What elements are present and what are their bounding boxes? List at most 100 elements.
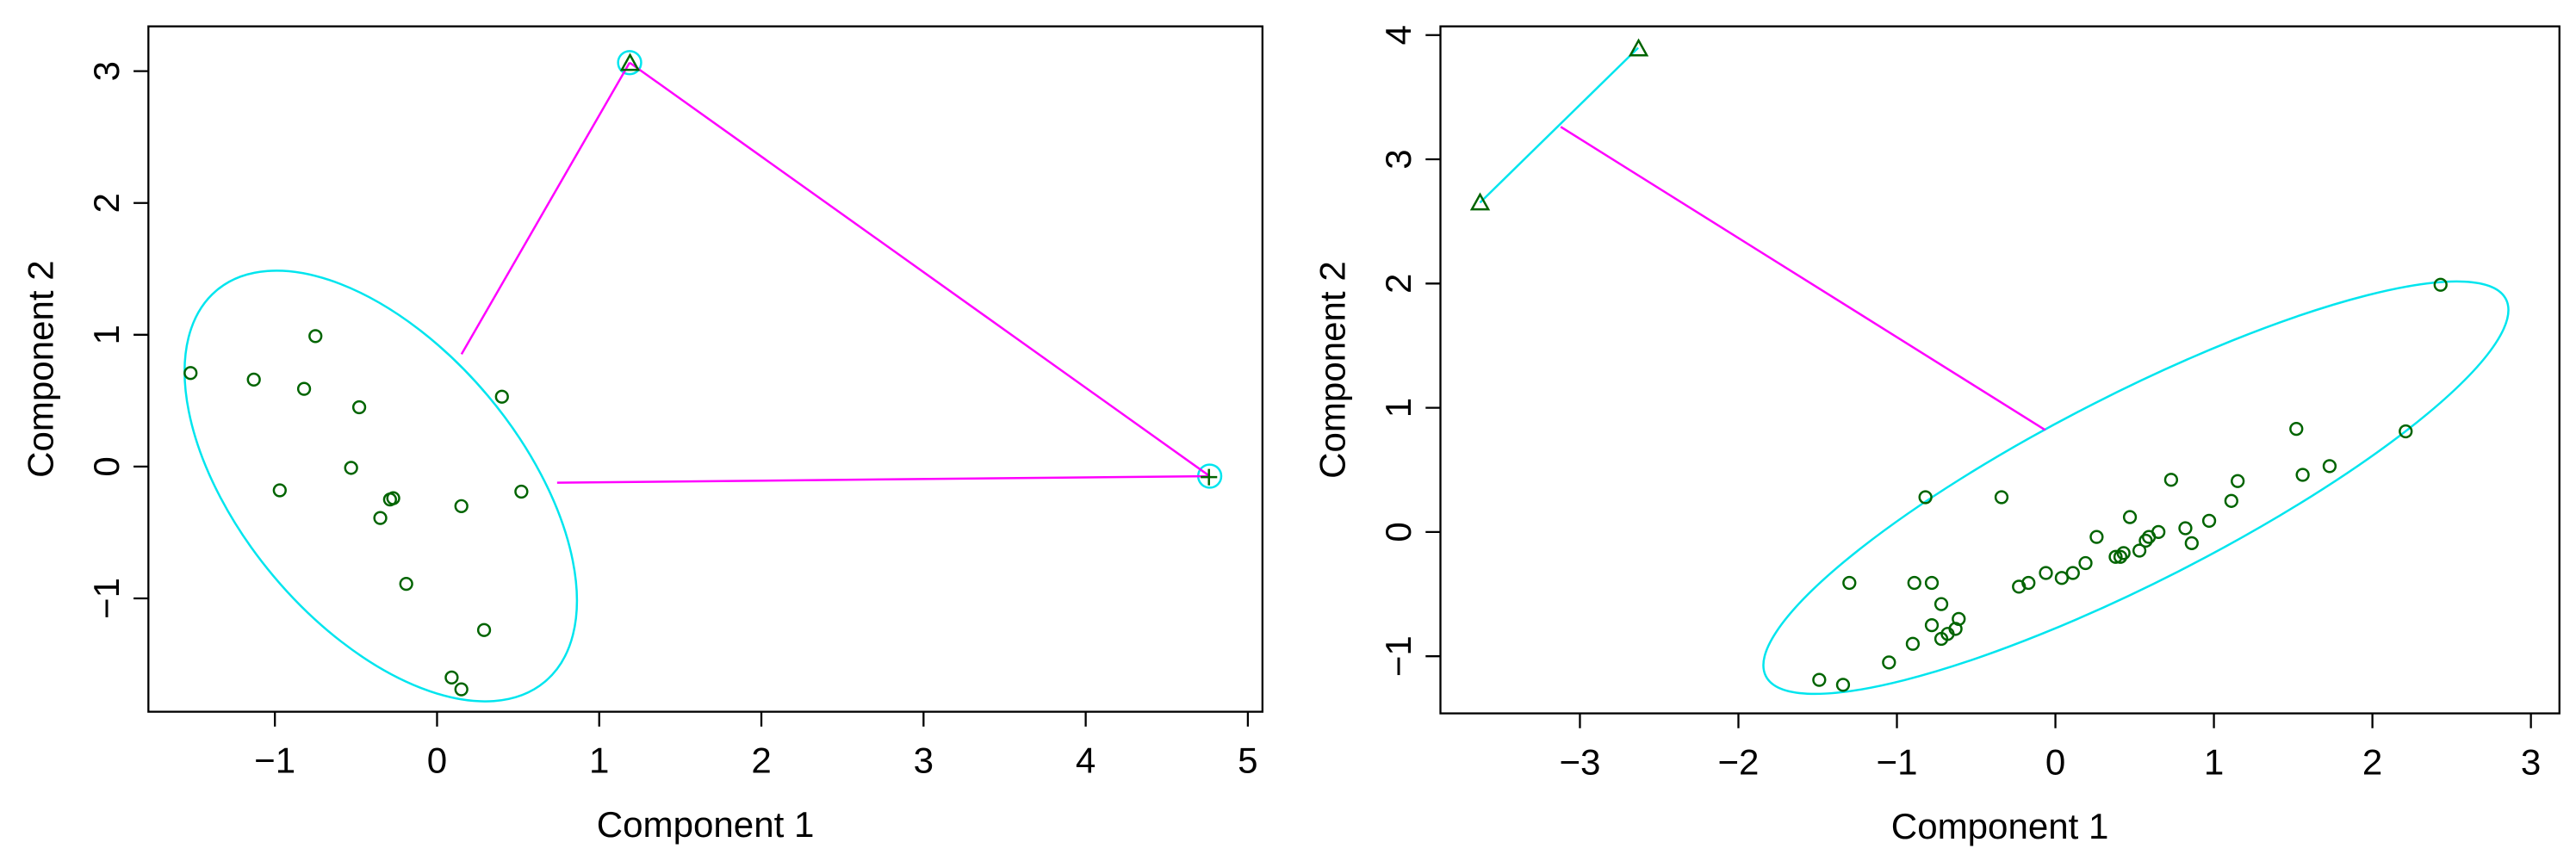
plot: −3 −2 −1 0 1 2 3 −1 0 1 2 3 4 Component 1 Component 2 (1313, 25, 2560, 846)
y-tick-label: 2 (86, 193, 127, 213)
point (444, 670, 459, 684)
point (1469, 192, 1491, 211)
point (2089, 530, 2104, 544)
x-tick-label: 4 (1076, 740, 1096, 780)
x-tick-label: −3 (1559, 741, 1600, 782)
cluster-circle (617, 50, 642, 76)
point (1201, 468, 1218, 486)
point (1924, 617, 1940, 633)
point (2224, 493, 2238, 508)
point (2178, 521, 2193, 536)
point (2184, 536, 2199, 551)
y-tick-label: 2 (1378, 274, 1418, 294)
point (1924, 575, 1940, 591)
x-tick-label: −1 (1877, 741, 1918, 782)
x-tick-label: 2 (2362, 741, 2382, 782)
y-tick-label: 3 (1378, 149, 1418, 169)
point (2065, 566, 2080, 580)
cluster-overlay (183, 46, 2510, 703)
x-tick-label: −2 (1717, 741, 1759, 782)
y-axis-label: Component 2 (1313, 261, 1353, 479)
cluster-ellipse (183, 269, 579, 703)
cluster-link (1560, 126, 2046, 431)
point (296, 381, 312, 396)
point (1934, 631, 1949, 647)
point (382, 492, 397, 507)
point (399, 577, 413, 592)
cluster-segment (1479, 46, 1639, 204)
point (1842, 575, 1857, 591)
point (308, 329, 323, 344)
y-tick-label: −1 (1378, 635, 1418, 677)
y-axis-label: Component 2 (20, 260, 60, 478)
point (1934, 597, 1949, 611)
point (2322, 459, 2337, 474)
point (2122, 510, 2138, 524)
point (1918, 490, 1933, 505)
point (2201, 513, 2217, 529)
cluster-link (556, 474, 1210, 484)
x-tick-label: 1 (589, 740, 609, 780)
point (2113, 549, 2128, 564)
x-axis-label: Component 1 (597, 804, 815, 845)
x-tick-label: 0 (2045, 741, 2065, 782)
point (2399, 424, 2413, 439)
point (454, 682, 469, 697)
point (1835, 678, 1851, 692)
point (1994, 490, 2009, 505)
point (183, 366, 198, 381)
x-tick-label: 3 (2521, 741, 2541, 782)
point (1907, 575, 1921, 591)
point (1812, 672, 1827, 687)
y-tick-label: 1 (86, 325, 127, 344)
x-tick-label: 1 (2204, 741, 2224, 782)
point (2163, 473, 2179, 487)
point (2012, 579, 2027, 594)
point (454, 499, 469, 513)
point (351, 400, 367, 415)
cluster-link (460, 62, 631, 356)
point (1882, 655, 1896, 670)
point (1905, 636, 1921, 651)
plot-frame (147, 25, 1263, 713)
point (2289, 421, 2304, 437)
x-tick-label: 2 (751, 740, 771, 780)
point (2433, 277, 2448, 292)
plot: −1 0 1 2 3 4 5 −1 0 1 2 3 Component 1 Component 2 (20, 25, 1263, 845)
x-axis-label: Component 1 (1891, 806, 2109, 846)
point (2108, 549, 2123, 564)
y-tick-label: 0 (86, 456, 127, 476)
point (2116, 546, 2131, 561)
point (2078, 555, 2093, 571)
point (344, 461, 358, 475)
point (2039, 566, 2053, 580)
point (476, 623, 492, 637)
y-tick-label: −1 (86, 578, 127, 619)
point (2054, 571, 2070, 585)
y-tick-label: 0 (1378, 522, 1418, 542)
x-tick-label: 0 (427, 740, 447, 780)
x-tick-label: 3 (914, 740, 934, 780)
point (246, 372, 261, 387)
point (2138, 533, 2153, 548)
y-tick-label: 1 (1378, 398, 1418, 418)
x-tick-label: 5 (1238, 740, 1257, 780)
point (2231, 474, 2245, 488)
point (2295, 468, 2310, 482)
point (2151, 524, 2166, 540)
x-tick-label: −1 (254, 740, 295, 780)
point (1628, 38, 1649, 57)
cluster-ellipse (1762, 280, 2510, 696)
point (494, 389, 509, 404)
point (373, 511, 388, 525)
point (272, 483, 287, 498)
point (619, 53, 641, 71)
y-tick-label: 3 (86, 61, 127, 81)
cluster-link (629, 61, 1211, 478)
plot-frame (1439, 25, 2560, 715)
point (514, 484, 529, 499)
point (2132, 543, 2147, 558)
y-tick-label: 4 (1378, 25, 1418, 45)
